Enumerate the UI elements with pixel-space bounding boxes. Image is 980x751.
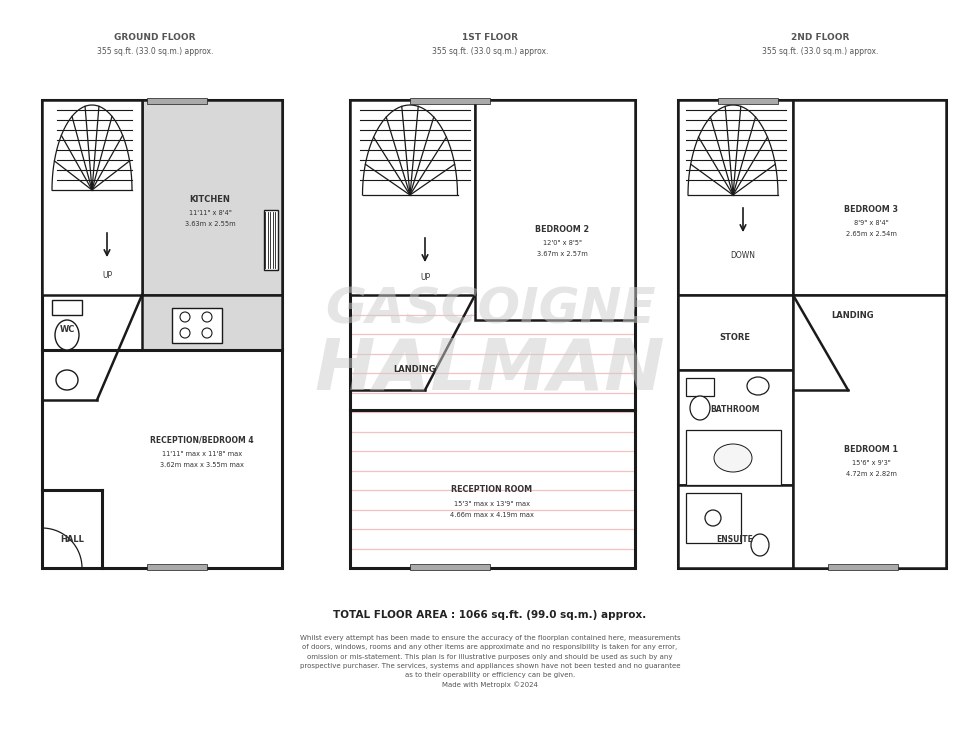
Text: Whilst every attempt has been made to ensure the accuracy of the floorplan conta: Whilst every attempt has been made to en… [300,635,680,689]
Text: ENSUITE: ENSUITE [716,535,754,544]
Bar [475,100,635,320]
Text: WC: WC [60,325,74,334]
Bar [410,564,490,570]
Text: 355 sq.ft. (33.0 sq.m.) approx.: 355 sq.ft. (33.0 sq.m.) approx. [761,47,878,56]
Bar [678,295,793,370]
Text: BEDROOM 2: BEDROOM 2 [535,225,589,234]
Bar [678,100,946,568]
Bar [678,370,793,485]
Text: DOWN: DOWN [730,251,756,260]
Text: 355 sq.ft. (33.0 sq.m.) approx.: 355 sq.ft. (33.0 sq.m.) approx. [432,47,548,56]
Text: 15'3" max x 13'9" max: 15'3" max x 13'9" max [454,501,530,507]
Text: UP: UP [420,273,430,282]
Bar [828,564,898,570]
Bar [793,100,946,295]
Circle shape [705,510,721,526]
Bar [686,430,781,485]
Bar [793,295,946,568]
Bar [147,564,207,570]
Circle shape [202,312,212,322]
Text: 11'11" x 8'4": 11'11" x 8'4" [188,210,231,216]
Bar [686,493,741,543]
Bar [142,100,282,295]
Text: 12'0" x 8'5": 12'0" x 8'5" [543,240,581,246]
Bar [52,300,82,315]
Text: GROUND FLOOR: GROUND FLOOR [115,34,196,43]
Bar [686,378,714,396]
Text: 4.66m max x 4.19m max: 4.66m max x 4.19m max [450,512,534,518]
Text: LANDING: LANDING [394,366,436,375]
Bar [42,100,282,568]
Ellipse shape [714,444,752,472]
Text: STORE: STORE [719,333,751,342]
Text: 3.63m x 2.55m: 3.63m x 2.55m [184,221,235,227]
Text: 2ND FLOOR: 2ND FLOOR [791,34,850,43]
Text: 1ST FLOOR: 1ST FLOOR [462,34,518,43]
Circle shape [180,328,190,338]
Bar [42,100,142,295]
Bar [264,210,278,270]
Bar [350,100,635,568]
Text: KITCHEN: KITCHEN [189,195,230,204]
Ellipse shape [751,534,769,556]
Text: RECEPTION ROOM: RECEPTION ROOM [452,485,532,494]
Circle shape [202,328,212,338]
Text: 3.67m x 2.57m: 3.67m x 2.57m [537,251,587,257]
Bar [678,485,793,568]
Ellipse shape [690,396,710,420]
Circle shape [180,312,190,322]
Text: 355 sq.ft. (33.0 sq.m.) approx.: 355 sq.ft. (33.0 sq.m.) approx. [97,47,214,56]
Text: 3.62m max x 3.55m max: 3.62m max x 3.55m max [160,462,244,468]
Text: LANDING: LANDING [832,310,874,319]
Text: 8'9" x 8'4": 8'9" x 8'4" [854,220,889,226]
Bar [718,98,778,104]
Text: RECEPTION/BEDROOM 4: RECEPTION/BEDROOM 4 [150,436,254,445]
Text: BEDROOM 1: BEDROOM 1 [844,445,898,454]
Bar [142,295,282,350]
Ellipse shape [55,320,79,350]
Bar [172,308,222,343]
Bar [678,100,793,295]
Bar [410,98,490,104]
Text: 11'11" max x 11'8" max: 11'11" max x 11'8" max [162,451,242,457]
Text: GASCOIGNE: GASCOIGNE [324,286,656,334]
Ellipse shape [56,370,78,390]
Text: BATHROOM: BATHROOM [710,406,760,415]
Text: HALMAN: HALMAN [315,336,665,405]
Text: 2.65m x 2.54m: 2.65m x 2.54m [846,231,897,237]
Bar [147,98,207,104]
Text: BEDROOM 3: BEDROOM 3 [844,206,898,215]
Ellipse shape [747,377,769,395]
Text: TOTAL FLOOR AREA : 1066 sq.ft. (99.0 sq.m.) approx.: TOTAL FLOOR AREA : 1066 sq.ft. (99.0 sq.… [333,610,647,620]
Text: 15'6" x 9'3": 15'6" x 9'3" [852,460,891,466]
Text: 4.72m x 2.82m: 4.72m x 2.82m [846,471,897,477]
Text: UP: UP [102,270,112,279]
Text: HALL: HALL [60,535,84,544]
Bar [350,100,475,295]
